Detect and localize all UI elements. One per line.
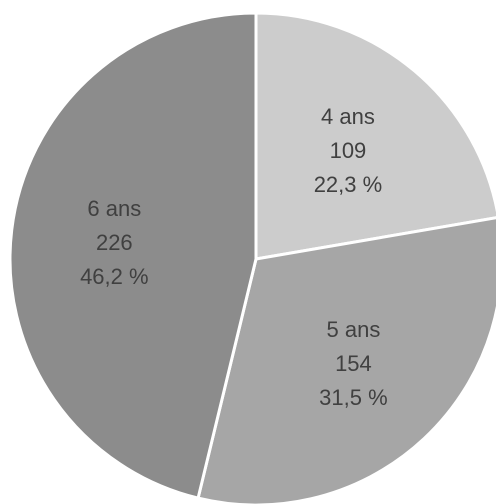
slice-label-2: 5 ans [327,317,381,342]
slice-count-2: 154 [335,351,372,376]
slice-count-1: 109 [330,138,367,163]
slice-label-3: 6 ans [87,196,141,221]
slice-percent-3: 46,2 % [80,264,149,289]
pie-slice-3 [8,11,258,500]
slice-percent-2: 31,5 % [319,385,388,410]
pie-slice-2 [196,216,496,504]
slice-label-1: 4 ans [321,104,375,129]
pie-slice-1 [254,11,496,261]
slice-count-3: 226 [96,230,133,255]
slice-percent-1: 22,3 % [314,172,383,197]
